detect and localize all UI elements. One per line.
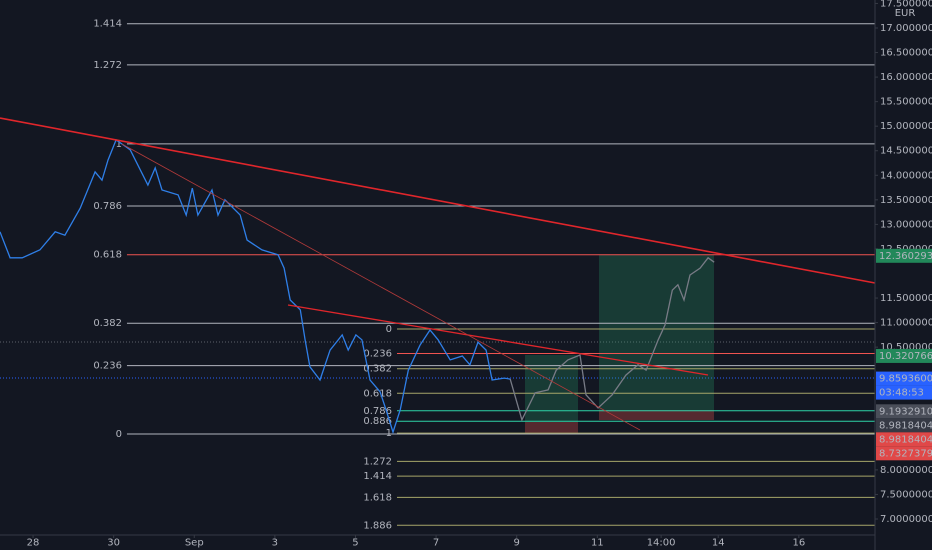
price-tag <box>876 385 932 400</box>
price-tag <box>876 418 932 433</box>
price-line <box>0 138 511 435</box>
fib-label: 1.886 <box>363 520 392 531</box>
x-tick-label: 9 <box>514 538 520 549</box>
fib-label: 0.236 <box>363 349 392 360</box>
fib-label: 0.236 <box>93 361 122 372</box>
fib-label: 1.414 <box>93 19 122 30</box>
x-tick-label: 5 <box>352 538 358 549</box>
y-tick-label: 14.50000000 <box>880 146 932 157</box>
price-tag-label: 9.19329103 <box>879 406 932 417</box>
fib-label: 0.786 <box>93 201 122 212</box>
fib-label: 0.786 <box>363 406 392 417</box>
loss-zone <box>525 422 578 433</box>
x-tick-label: 11 <box>591 538 604 549</box>
fib-label: 0.382 <box>93 318 122 329</box>
profit-zone <box>599 255 714 410</box>
y-tick-label: 17.50000000 <box>880 0 932 9</box>
y-tick-label: 14.00000000 <box>880 170 932 181</box>
price-tag <box>876 248 932 263</box>
fib-label: 0.886 <box>363 416 392 427</box>
fib-label: 1.272 <box>93 60 122 71</box>
fib-label: 0.382 <box>363 364 392 375</box>
x-tick-label: 14 <box>712 538 725 549</box>
price-tag-label: 12.36029330 <box>879 251 932 262</box>
fib-label: 1.272 <box>363 456 392 467</box>
fib-label: 1 <box>386 428 392 439</box>
trend-line <box>121 143 641 431</box>
price-tag-label: 8.98184046 <box>879 434 932 445</box>
price-tag <box>876 446 932 461</box>
x-tick-label: 3 <box>272 538 278 549</box>
x-tick-label: 30 <box>107 538 120 549</box>
y-tick-label: 8.00000000 <box>880 465 932 476</box>
x-tick-label: Sep <box>185 538 204 549</box>
price-tag-label: 10.32076647 <box>879 351 932 362</box>
trend-line <box>0 117 876 284</box>
profit-zone <box>525 355 578 422</box>
time-axis <box>0 535 875 550</box>
x-tick-label: 28 <box>27 538 40 549</box>
price-tag <box>876 404 932 419</box>
price-line <box>509 256 715 422</box>
y-tick-label: 10.50000000 <box>880 342 932 353</box>
price-tag <box>876 348 932 363</box>
x-tick-label: 7 <box>433 538 439 549</box>
fib-label: 0 <box>386 324 392 335</box>
fib-label: 0.618 <box>363 388 392 399</box>
currency-label: EUR <box>895 8 916 19</box>
fib-label: 1.618 <box>363 492 392 503</box>
price-tag-label: 8.73273794 <box>879 448 932 459</box>
trend-line <box>287 304 709 376</box>
x-tick-label: 14:00 <box>647 538 676 549</box>
y-tick-label: 16.50000000 <box>880 48 932 59</box>
y-tick-label: 11.00000000 <box>880 318 932 329</box>
y-tick-label: 15.00000000 <box>880 121 932 132</box>
x-tick-label: 16 <box>792 538 805 549</box>
price-tag-label: 8.98184046 <box>879 420 932 431</box>
y-tick-label: 15.50000000 <box>880 97 932 108</box>
y-tick-label: 13.00000000 <box>880 219 932 230</box>
y-tick-label: 17.00000000 <box>880 23 932 34</box>
fib-label: 1.414 <box>363 471 392 482</box>
loss-zone <box>599 410 714 420</box>
y-tick-label: 11.50000000 <box>880 293 932 304</box>
fib-label: 1 <box>116 139 122 150</box>
price-tag-label: 03:48:53 <box>879 388 924 399</box>
y-tick-label: 7.00000000 <box>880 514 932 525</box>
y-tick-label: 13.50000000 <box>880 195 932 206</box>
price-tag <box>876 432 932 447</box>
fib-label: 0 <box>116 429 122 440</box>
y-tick-label: 7.50000000 <box>880 489 932 500</box>
fib-label: 0.618 <box>93 250 122 261</box>
y-tick-label: 16.00000000 <box>880 72 932 83</box>
price-tag <box>876 371 932 386</box>
